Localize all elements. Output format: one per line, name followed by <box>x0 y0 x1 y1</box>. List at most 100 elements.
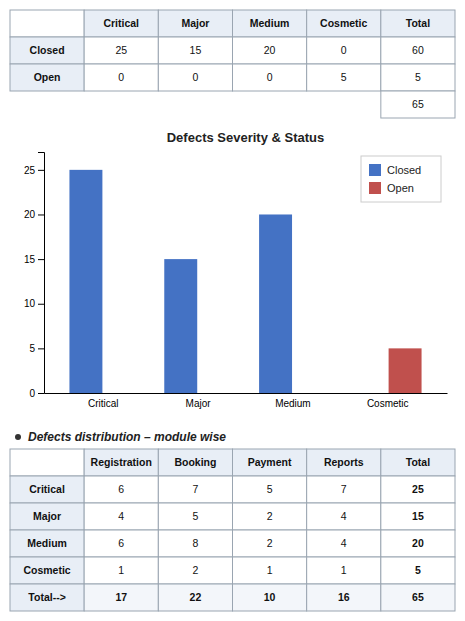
y-tick: 0 <box>29 388 44 399</box>
table-row-header: Critical <box>10 476 84 503</box>
table-cell: 1 <box>84 557 158 584</box>
chart-title: Defects Severity & Status <box>167 130 325 145</box>
table-cell: 16 <box>307 584 381 611</box>
table-text: Payment <box>248 456 292 468</box>
table-cell: 15 <box>381 503 455 530</box>
table-text: Registration <box>91 456 152 468</box>
table-text: 5 <box>341 71 347 83</box>
y-tick-mark <box>38 214 44 215</box>
table-row-header: Cosmetic <box>10 557 84 584</box>
table-text: 4 <box>341 537 347 549</box>
table-cell-bg <box>233 476 307 503</box>
table-text: 2 <box>267 510 273 522</box>
table-cell: 10 <box>233 584 307 611</box>
x-tick: Critical <box>88 398 119 409</box>
table-cell-bg <box>158 10 232 37</box>
y-tick-label: 20 <box>24 209 36 220</box>
table: CriticalMajorMediumCosmeticTotalClosed25… <box>10 10 455 118</box>
table-header: Major <box>158 10 232 37</box>
table-text: 7 <box>192 483 198 495</box>
table-cell: 5 <box>307 64 381 91</box>
table-cell: 4 <box>307 503 381 530</box>
table-cell: 25 <box>381 476 455 503</box>
y-tick: 5 <box>29 343 44 354</box>
legend-label: Open <box>387 182 414 194</box>
table-cell: 0 <box>84 64 158 91</box>
table-title: Defects distribution – module wise <box>28 430 226 444</box>
table-cell-bg <box>10 476 84 503</box>
table-cell-bg <box>307 584 381 611</box>
table-header: Booking <box>158 449 232 476</box>
table-text: 25 <box>115 44 127 56</box>
table-text: 1 <box>118 564 124 576</box>
table-text: 20 <box>264 44 276 56</box>
table-cell-bg <box>381 530 455 557</box>
table-text: 6 <box>118 483 124 495</box>
bars <box>69 170 421 393</box>
table-text: 8 <box>192 537 198 549</box>
table-cell: 20 <box>381 530 455 557</box>
x-tick: Medium <box>275 398 311 409</box>
table-text: Closed <box>30 44 65 56</box>
y-tick-label: 10 <box>24 298 36 309</box>
table-cell: 2 <box>158 557 232 584</box>
table-corner <box>10 449 84 476</box>
table-cell: 4 <box>84 503 158 530</box>
table-text: 0 <box>118 71 124 83</box>
table-cell-bg <box>307 503 381 530</box>
legend-swatch <box>369 182 381 194</box>
table-cell: 2 <box>233 530 307 557</box>
table-cell: 7 <box>307 476 381 503</box>
table-cell-bg <box>158 37 232 64</box>
table-text: 16 <box>338 591 350 603</box>
table-cell-bg <box>381 37 455 64</box>
table-cell: 0 <box>158 64 232 91</box>
bullet <box>15 434 21 440</box>
bar <box>259 214 292 393</box>
table-cell-bg <box>84 557 158 584</box>
y-tick-label: 25 <box>24 165 36 176</box>
bar <box>354 393 387 394</box>
table-cell: 1 <box>307 557 381 584</box>
y-tick-label: 5 <box>29 343 35 354</box>
table-cell: 6 <box>84 476 158 503</box>
table-cell-bg <box>307 10 381 37</box>
table-row-header: Medium <box>10 530 84 557</box>
table-text: 25 <box>412 483 424 495</box>
bar-series <box>69 170 292 393</box>
y-tick: 25 <box>24 165 44 176</box>
table-text: Booking <box>174 456 216 468</box>
bar <box>389 348 422 393</box>
table-row-header: Open <box>10 64 84 91</box>
table-cell-bg <box>84 584 158 611</box>
table-header: Payment <box>233 449 307 476</box>
table-text: Total--> <box>28 591 65 603</box>
table-text: 5 <box>415 71 421 83</box>
table-cell: 15 <box>158 37 232 64</box>
table-cell-bg <box>307 64 381 91</box>
table-cell-bg <box>10 64 84 91</box>
x-axis-line <box>45 393 448 394</box>
table-text: 6 <box>118 537 124 549</box>
table-cell-bg <box>233 503 307 530</box>
table-cell-bg <box>233 37 307 64</box>
table-cell: 5 <box>233 476 307 503</box>
table-header: Medium <box>233 10 307 37</box>
table-cell: 65 <box>381 584 455 611</box>
table-header: Reports <box>307 449 381 476</box>
legend-item: Closed <box>369 164 421 176</box>
table-cell-bg <box>10 10 84 37</box>
table-text: Reports <box>324 456 364 468</box>
table-text: 10 <box>264 591 276 603</box>
table-cell: 4 <box>307 530 381 557</box>
table-text: 0 <box>192 71 198 83</box>
table-cell-bg <box>10 449 84 476</box>
x-tick: Cosmetic <box>367 398 409 409</box>
bar <box>104 393 137 394</box>
table-cell-bg <box>10 557 84 584</box>
y-tick: 10 <box>24 298 44 309</box>
table-cell-bg <box>84 64 158 91</box>
table-row-header: Major <box>10 503 84 530</box>
table-text: 65 <box>412 591 424 603</box>
table-text: 15 <box>412 510 424 522</box>
